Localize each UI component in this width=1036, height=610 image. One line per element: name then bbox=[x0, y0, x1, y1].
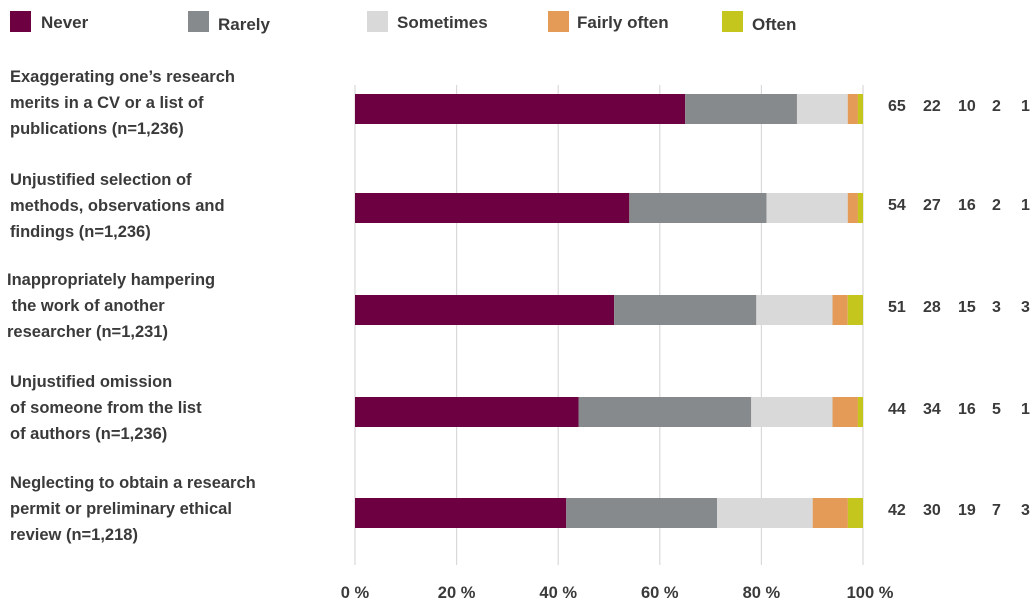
bar-segment-row1-rarely bbox=[685, 94, 797, 124]
value-labels: 65 22 10 2 154 27 16 2 151 28 15 3 344 34 16 5 142 30 19 7 3 bbox=[888, 98, 1030, 519]
bar-segment-row4-sometimes bbox=[751, 397, 833, 427]
category-label-1: Exaggerating one’s research merits in a C… bbox=[10, 68, 235, 138]
value-label-row5-col1: 42 bbox=[888, 502, 906, 519]
x-tick-label-80: 80 % bbox=[743, 584, 781, 602]
value-label-row4-col3: 16 bbox=[958, 401, 976, 418]
legend-swatch-rarely bbox=[188, 11, 209, 32]
value-label-row1-col1: 65 bbox=[888, 98, 906, 115]
category-label-2: Unjustified selection of methods, observa… bbox=[10, 171, 225, 241]
value-label-row1-col3: 10 bbox=[958, 98, 976, 115]
value-label-row2-col5: 1 bbox=[1021, 197, 1030, 214]
value-label-row3-col4: 3 bbox=[992, 299, 1001, 316]
bar-segment-row3-never bbox=[355, 295, 615, 325]
legend-label-fairly-often: Fairly often bbox=[577, 13, 669, 32]
bar-segment-row2-fairly-often bbox=[847, 193, 858, 223]
value-label-row5-col4: 7 bbox=[992, 502, 1001, 519]
legend-label-sometimes: Sometimes bbox=[397, 13, 488, 32]
x-tick-label-60: 60 % bbox=[641, 584, 679, 602]
bar-segment-row1-never bbox=[355, 94, 686, 124]
bar-segment-row2-rarely bbox=[629, 193, 767, 223]
bar-segment-row4-rarely bbox=[578, 397, 752, 427]
x-axis-ticks: 0 % 20 % 40 % 60 % 80 % 100 % bbox=[341, 584, 894, 602]
value-label-row1-col4: 2 bbox=[992, 98, 1001, 115]
legend-swatch-often bbox=[722, 11, 743, 32]
value-label-row4-col2: 34 bbox=[923, 401, 941, 418]
bar-segment-row2-sometimes bbox=[766, 193, 848, 223]
bar-segment-row2-often bbox=[857, 193, 863, 223]
value-label-row3-col3: 15 bbox=[958, 299, 976, 316]
x-tick-label-40: 40 % bbox=[539, 584, 577, 602]
bar-segment-row3-often bbox=[847, 295, 863, 325]
bar-segment-row1-sometimes bbox=[796, 94, 848, 124]
value-label-row1-col5: 1 bbox=[1021, 98, 1030, 115]
bar-segment-row4-never bbox=[355, 397, 579, 427]
value-label-row4-col4: 5 bbox=[992, 401, 1001, 418]
bar-segment-row3-rarely bbox=[614, 295, 757, 325]
legend-swatch-never bbox=[10, 11, 31, 32]
x-tick-label-100: 100 % bbox=[847, 584, 894, 602]
value-label-row1-col2: 22 bbox=[923, 98, 941, 115]
bar-segment-row1-often bbox=[857, 94, 863, 124]
value-label-row3-col1: 51 bbox=[888, 299, 906, 316]
legend-label-never: Never bbox=[41, 13, 89, 32]
legend: Never Rarely Sometimes Fairly often Often bbox=[10, 11, 796, 34]
bars bbox=[355, 94, 863, 528]
legend-label-rarely: Rarely bbox=[218, 15, 271, 34]
bar-segment-row2-never bbox=[355, 193, 630, 223]
value-label-row4-col1: 44 bbox=[888, 401, 906, 418]
category-labels: Exaggerating one’s research merits in a C… bbox=[7, 68, 256, 544]
bar-segment-row5-often bbox=[847, 498, 863, 528]
bar-segment-row3-fairly-often bbox=[832, 295, 848, 325]
legend-swatch-fairly-often bbox=[548, 11, 569, 32]
category-label-4: Unjustified omission of someone from the … bbox=[10, 373, 202, 443]
value-label-row5-col5: 3 bbox=[1021, 502, 1030, 519]
bar-segment-row4-fairly-often bbox=[832, 397, 858, 427]
value-label-row2-col4: 2 bbox=[992, 197, 1001, 214]
value-label-row5-col2: 30 bbox=[923, 502, 941, 519]
legend-label-often: Often bbox=[752, 15, 796, 34]
x-tick-label-20: 20 % bbox=[438, 584, 476, 602]
x-tick-label-0: 0 % bbox=[341, 584, 370, 602]
category-label-3: Inappropriately hampering the work of an… bbox=[7, 271, 215, 341]
bar-segment-row1-fairly-often bbox=[847, 94, 858, 124]
category-label-5: Neglecting to obtain a research permit or… bbox=[10, 474, 256, 544]
bar-segment-row5-never bbox=[355, 498, 567, 528]
value-label-row2-col1: 54 bbox=[888, 197, 906, 214]
value-label-row3-col5: 3 bbox=[1021, 299, 1030, 316]
value-label-row2-col3: 16 bbox=[958, 197, 976, 214]
bar-segment-row5-sometimes bbox=[717, 498, 813, 528]
value-label-row3-col2: 28 bbox=[923, 299, 941, 316]
bar-segment-row3-sometimes bbox=[756, 295, 833, 325]
bar-segment-row4-often bbox=[857, 397, 863, 427]
value-label-row2-col2: 27 bbox=[923, 197, 941, 214]
legend-swatch-sometimes bbox=[367, 11, 388, 32]
value-label-row4-col5: 1 bbox=[1021, 401, 1030, 418]
bar-segment-row5-rarely bbox=[566, 498, 718, 528]
value-label-row5-col3: 19 bbox=[958, 502, 976, 519]
bar-segment-row5-fairly-often bbox=[812, 498, 848, 528]
